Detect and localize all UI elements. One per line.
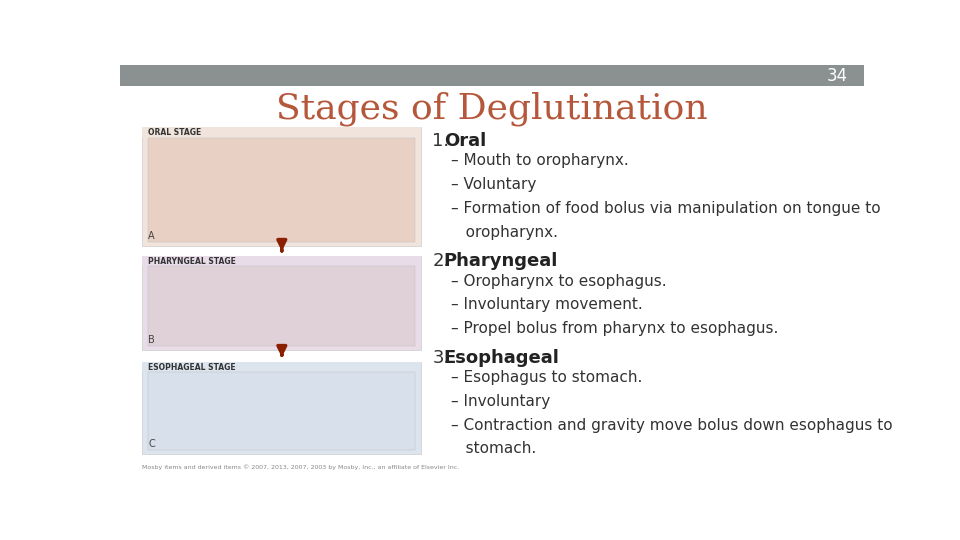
FancyBboxPatch shape bbox=[120, 65, 864, 86]
FancyBboxPatch shape bbox=[142, 127, 421, 138]
Text: – Contraction and gravity move bolus down esophagus to: – Contraction and gravity move bolus dow… bbox=[451, 418, 893, 433]
Text: – Oropharynx to esophagus.: – Oropharynx to esophagus. bbox=[451, 274, 666, 289]
Text: – Involuntary: – Involuntary bbox=[451, 394, 550, 409]
FancyBboxPatch shape bbox=[142, 256, 421, 349]
Text: – Propel bolus from pharynx to esophagus.: – Propel bolus from pharynx to esophagus… bbox=[451, 321, 779, 336]
FancyBboxPatch shape bbox=[142, 256, 421, 266]
Text: 3.: 3. bbox=[432, 349, 449, 367]
FancyBboxPatch shape bbox=[148, 138, 416, 242]
Text: 34: 34 bbox=[827, 66, 848, 85]
Text: Stages of Deglutination: Stages of Deglutination bbox=[276, 91, 708, 126]
FancyBboxPatch shape bbox=[142, 127, 421, 246]
FancyBboxPatch shape bbox=[142, 362, 421, 454]
Text: Esophageal: Esophageal bbox=[444, 349, 560, 367]
Text: – Involuntary movement.: – Involuntary movement. bbox=[451, 298, 643, 313]
Text: PHARYNGEAL STAGE: PHARYNGEAL STAGE bbox=[148, 256, 236, 266]
Text: Oral: Oral bbox=[444, 132, 486, 150]
FancyBboxPatch shape bbox=[142, 362, 421, 373]
Text: oropharynx.: oropharynx. bbox=[451, 225, 558, 240]
Text: ORAL STAGE: ORAL STAGE bbox=[148, 128, 202, 137]
FancyBboxPatch shape bbox=[148, 373, 416, 450]
Text: – Voluntary: – Voluntary bbox=[451, 177, 537, 192]
Text: A: A bbox=[148, 231, 155, 241]
Text: Mosby items and derived items © 2007, 2013, 2007, 2003 by Mosby, Inc., an affili: Mosby items and derived items © 2007, 20… bbox=[142, 465, 460, 470]
Text: – Mouth to oropharynx.: – Mouth to oropharynx. bbox=[451, 153, 629, 168]
Text: – Formation of food bolus via manipulation on tongue to: – Formation of food bolus via manipulati… bbox=[451, 201, 880, 216]
Text: C: C bbox=[148, 438, 155, 449]
Text: Pharyngeal: Pharyngeal bbox=[444, 253, 558, 271]
Text: stomach.: stomach. bbox=[451, 442, 537, 456]
FancyBboxPatch shape bbox=[148, 266, 416, 346]
Text: B: B bbox=[148, 335, 155, 345]
Text: 2.: 2. bbox=[432, 253, 449, 271]
Text: – Esophagus to stomach.: – Esophagus to stomach. bbox=[451, 370, 642, 386]
Text: ESOPHAGEAL STAGE: ESOPHAGEAL STAGE bbox=[148, 363, 236, 372]
Text: 1.: 1. bbox=[432, 132, 449, 150]
